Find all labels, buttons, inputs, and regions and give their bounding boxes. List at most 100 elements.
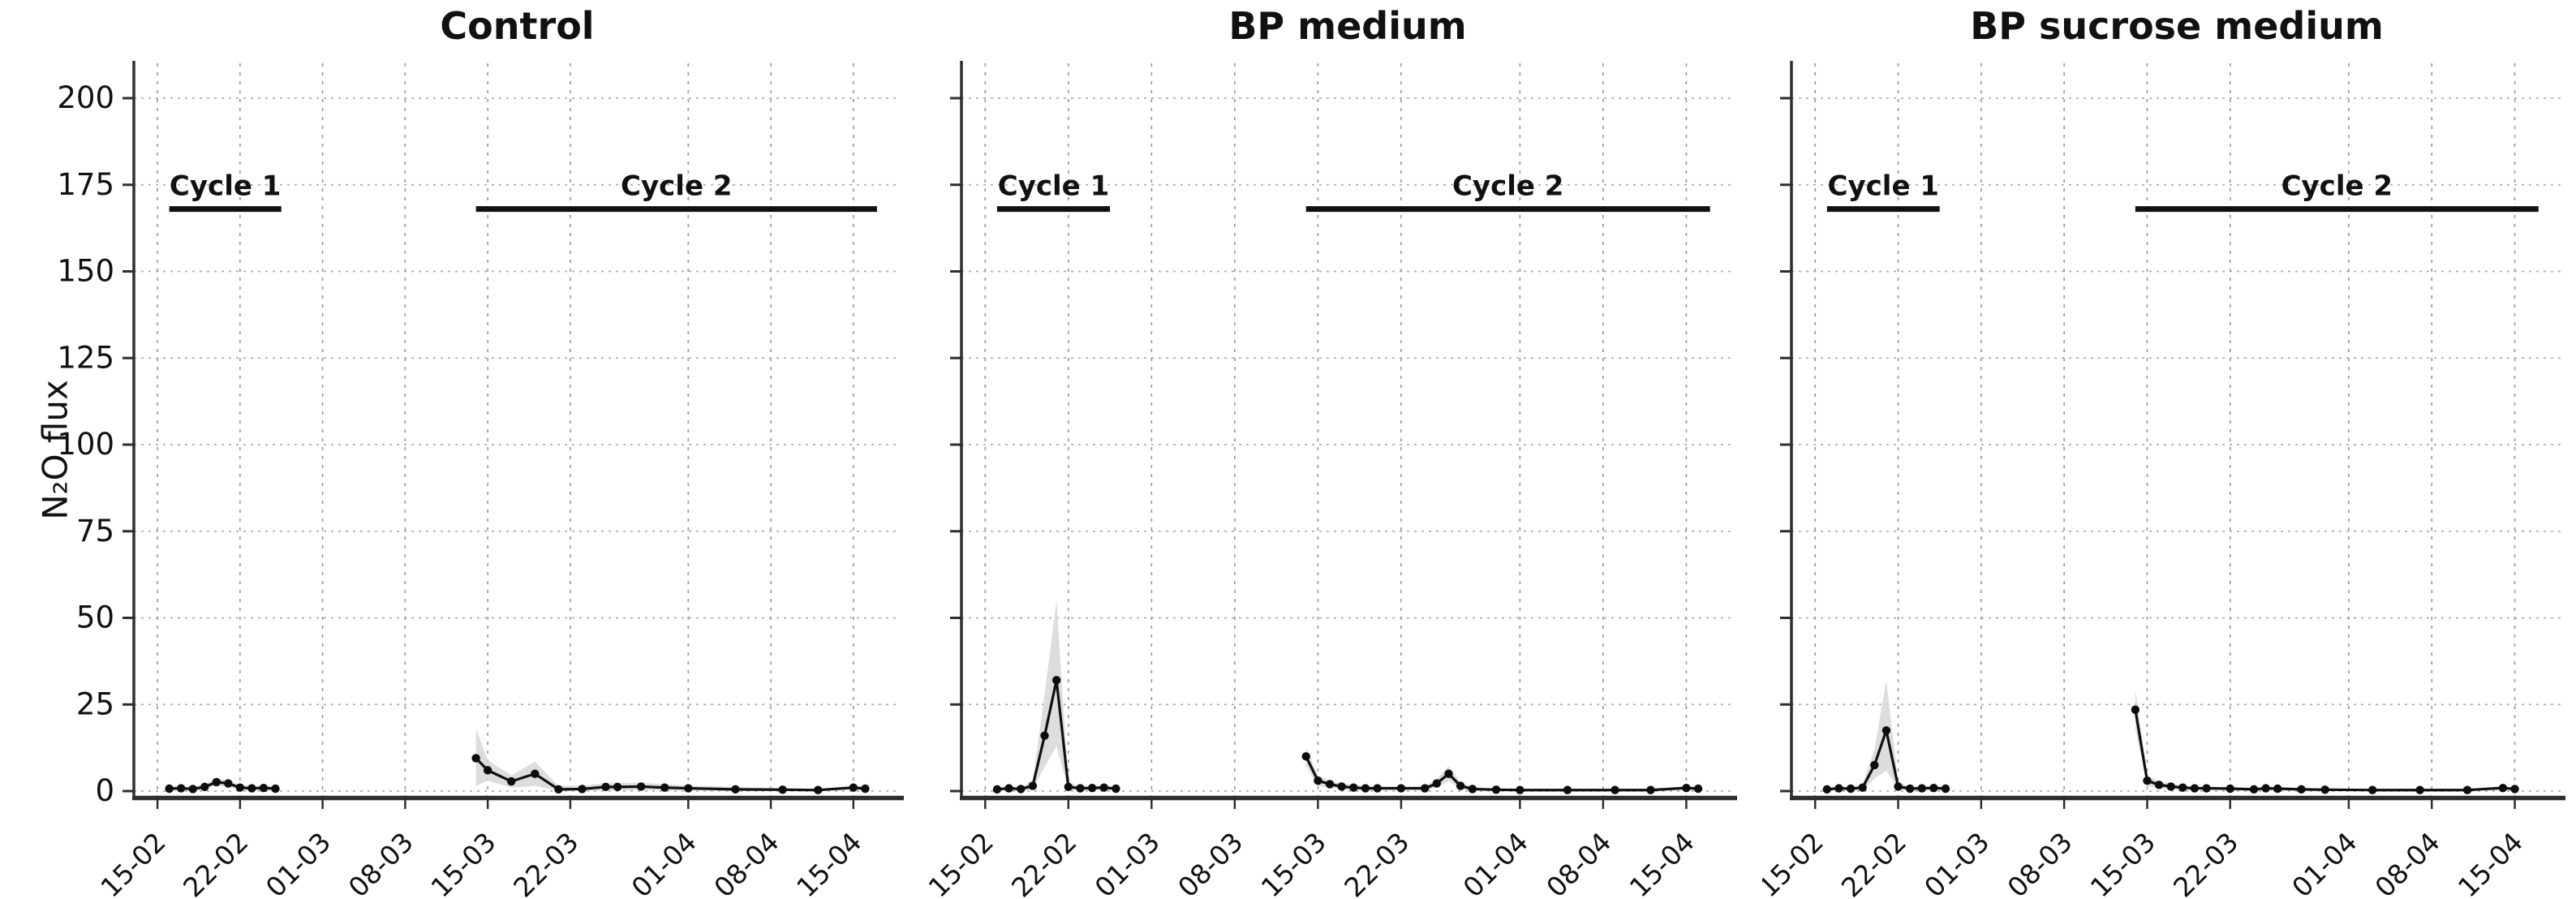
data-point — [165, 784, 174, 794]
data-point — [1112, 784, 1120, 794]
x-tick-label: 15-02 — [922, 826, 1000, 899]
data-point — [1099, 783, 1108, 792]
x-tick-label: 22-02 — [1835, 826, 1912, 899]
data-point — [1491, 785, 1501, 794]
y-tick-label: 25 — [76, 686, 114, 721]
data-point — [2226, 784, 2234, 794]
data-point — [578, 785, 587, 794]
x-tick-label: 08-04 — [707, 826, 785, 899]
data-point — [636, 782, 646, 791]
data-point — [2415, 785, 2424, 794]
data-point — [1881, 726, 1891, 735]
x-tick-label: 15-03 — [2084, 826, 2161, 899]
data-point — [235, 783, 245, 792]
data-point — [271, 784, 280, 794]
y-tick-label: 0 — [95, 773, 114, 808]
x-tick-label: 15-04 — [1623, 826, 1701, 899]
data-point — [1373, 784, 1382, 793]
data-point — [2249, 785, 2259, 794]
y-tick-label: 50 — [76, 600, 114, 635]
x-tick-label: 01-03 — [1089, 826, 1166, 899]
panel-title: BP medium — [1228, 4, 1466, 48]
data-point — [1563, 785, 1572, 794]
data-point — [1028, 781, 1038, 790]
data-point — [2131, 705, 2140, 714]
data-point — [613, 782, 622, 792]
panel-title: Control — [440, 4, 594, 48]
data-point — [1468, 785, 1477, 794]
data-point — [176, 784, 186, 793]
data-point — [1301, 752, 1310, 761]
series-line — [169, 781, 276, 791]
data-point — [1421, 784, 1430, 793]
data-point — [1040, 731, 1049, 740]
y-tick-label: 175 — [57, 167, 114, 202]
data-point — [1087, 783, 1097, 793]
y-tick-label: 200 — [57, 80, 114, 115]
data-point — [2510, 785, 2519, 794]
data-point — [212, 777, 221, 787]
x-tick-label: 15-02 — [1762, 826, 1830, 899]
x-tick-label: 22-03 — [1338, 826, 1415, 899]
x-tick-label: 08-03 — [342, 826, 419, 899]
y-tick-label: 125 — [57, 340, 114, 375]
data-point — [1325, 780, 1335, 789]
x-tick-label: 08-03 — [2001, 826, 2078, 899]
data-point — [507, 776, 516, 786]
data-point — [2178, 783, 2187, 792]
panel-control: Cycle 1 Cycle 2 0 25 50 75 100 125 150 175 200 15-0… — [57, 4, 904, 899]
data-point — [1870, 760, 1879, 770]
data-point — [1051, 676, 1061, 685]
data-point — [259, 783, 269, 793]
data-point — [1361, 784, 1370, 793]
x-tick-label: 01-04 — [2286, 826, 2363, 899]
data-point — [471, 754, 480, 763]
data-point — [188, 785, 197, 794]
cycle-label: Cycle 1 — [998, 170, 1109, 203]
data-point — [992, 785, 1002, 794]
x-tick-label: 22-02 — [1005, 826, 1082, 899]
cycle-label: Cycle 2 — [1452, 170, 1563, 203]
x-tick-label: 15-04 — [790, 826, 867, 899]
data-point — [200, 782, 209, 792]
uncertainty-ribbon — [475, 729, 866, 791]
data-point — [2498, 783, 2508, 793]
data-point — [1337, 782, 1346, 791]
data-point — [1516, 785, 1525, 794]
data-point — [814, 785, 823, 794]
data-point — [731, 785, 740, 794]
data-point — [1905, 784, 1915, 794]
x-tick-label: 22-03 — [507, 826, 584, 899]
cycle-label: Cycle 1 — [170, 170, 281, 203]
data-point — [660, 783, 669, 792]
data-point — [1834, 784, 1843, 793]
cycle-label: Cycle 1 — [1828, 170, 1939, 203]
data-point — [1004, 784, 1013, 793]
x-tick-label: 08-03 — [1172, 826, 1249, 899]
data-point — [1682, 783, 1691, 793]
data-point — [1349, 783, 1358, 792]
data-point — [1858, 783, 1867, 792]
y-tick-label: 150 — [57, 254, 114, 289]
x-tick-label: 01-04 — [1457, 826, 1534, 899]
data-point — [1314, 776, 1322, 785]
data-point — [483, 766, 492, 775]
data-point — [247, 784, 256, 793]
data-point — [1456, 781, 1465, 790]
data-point — [684, 784, 693, 793]
data-point — [2367, 785, 2377, 794]
data-point — [1917, 784, 1926, 793]
x-tick-label: 08-04 — [1540, 826, 1617, 899]
x-tick-label: 15-04 — [2452, 826, 2529, 899]
y-tick-label: 75 — [76, 514, 114, 548]
data-point — [2261, 784, 2270, 793]
data-point — [1693, 784, 1703, 794]
data-point — [2143, 776, 2152, 785]
x-tick-label: 01-03 — [260, 826, 337, 899]
cycle-label: Cycle 2 — [2281, 170, 2393, 203]
data-point — [1941, 784, 1950, 794]
x-tick-label: 15-02 — [94, 826, 171, 899]
data-point — [2320, 785, 2329, 794]
data-point — [778, 785, 787, 794]
